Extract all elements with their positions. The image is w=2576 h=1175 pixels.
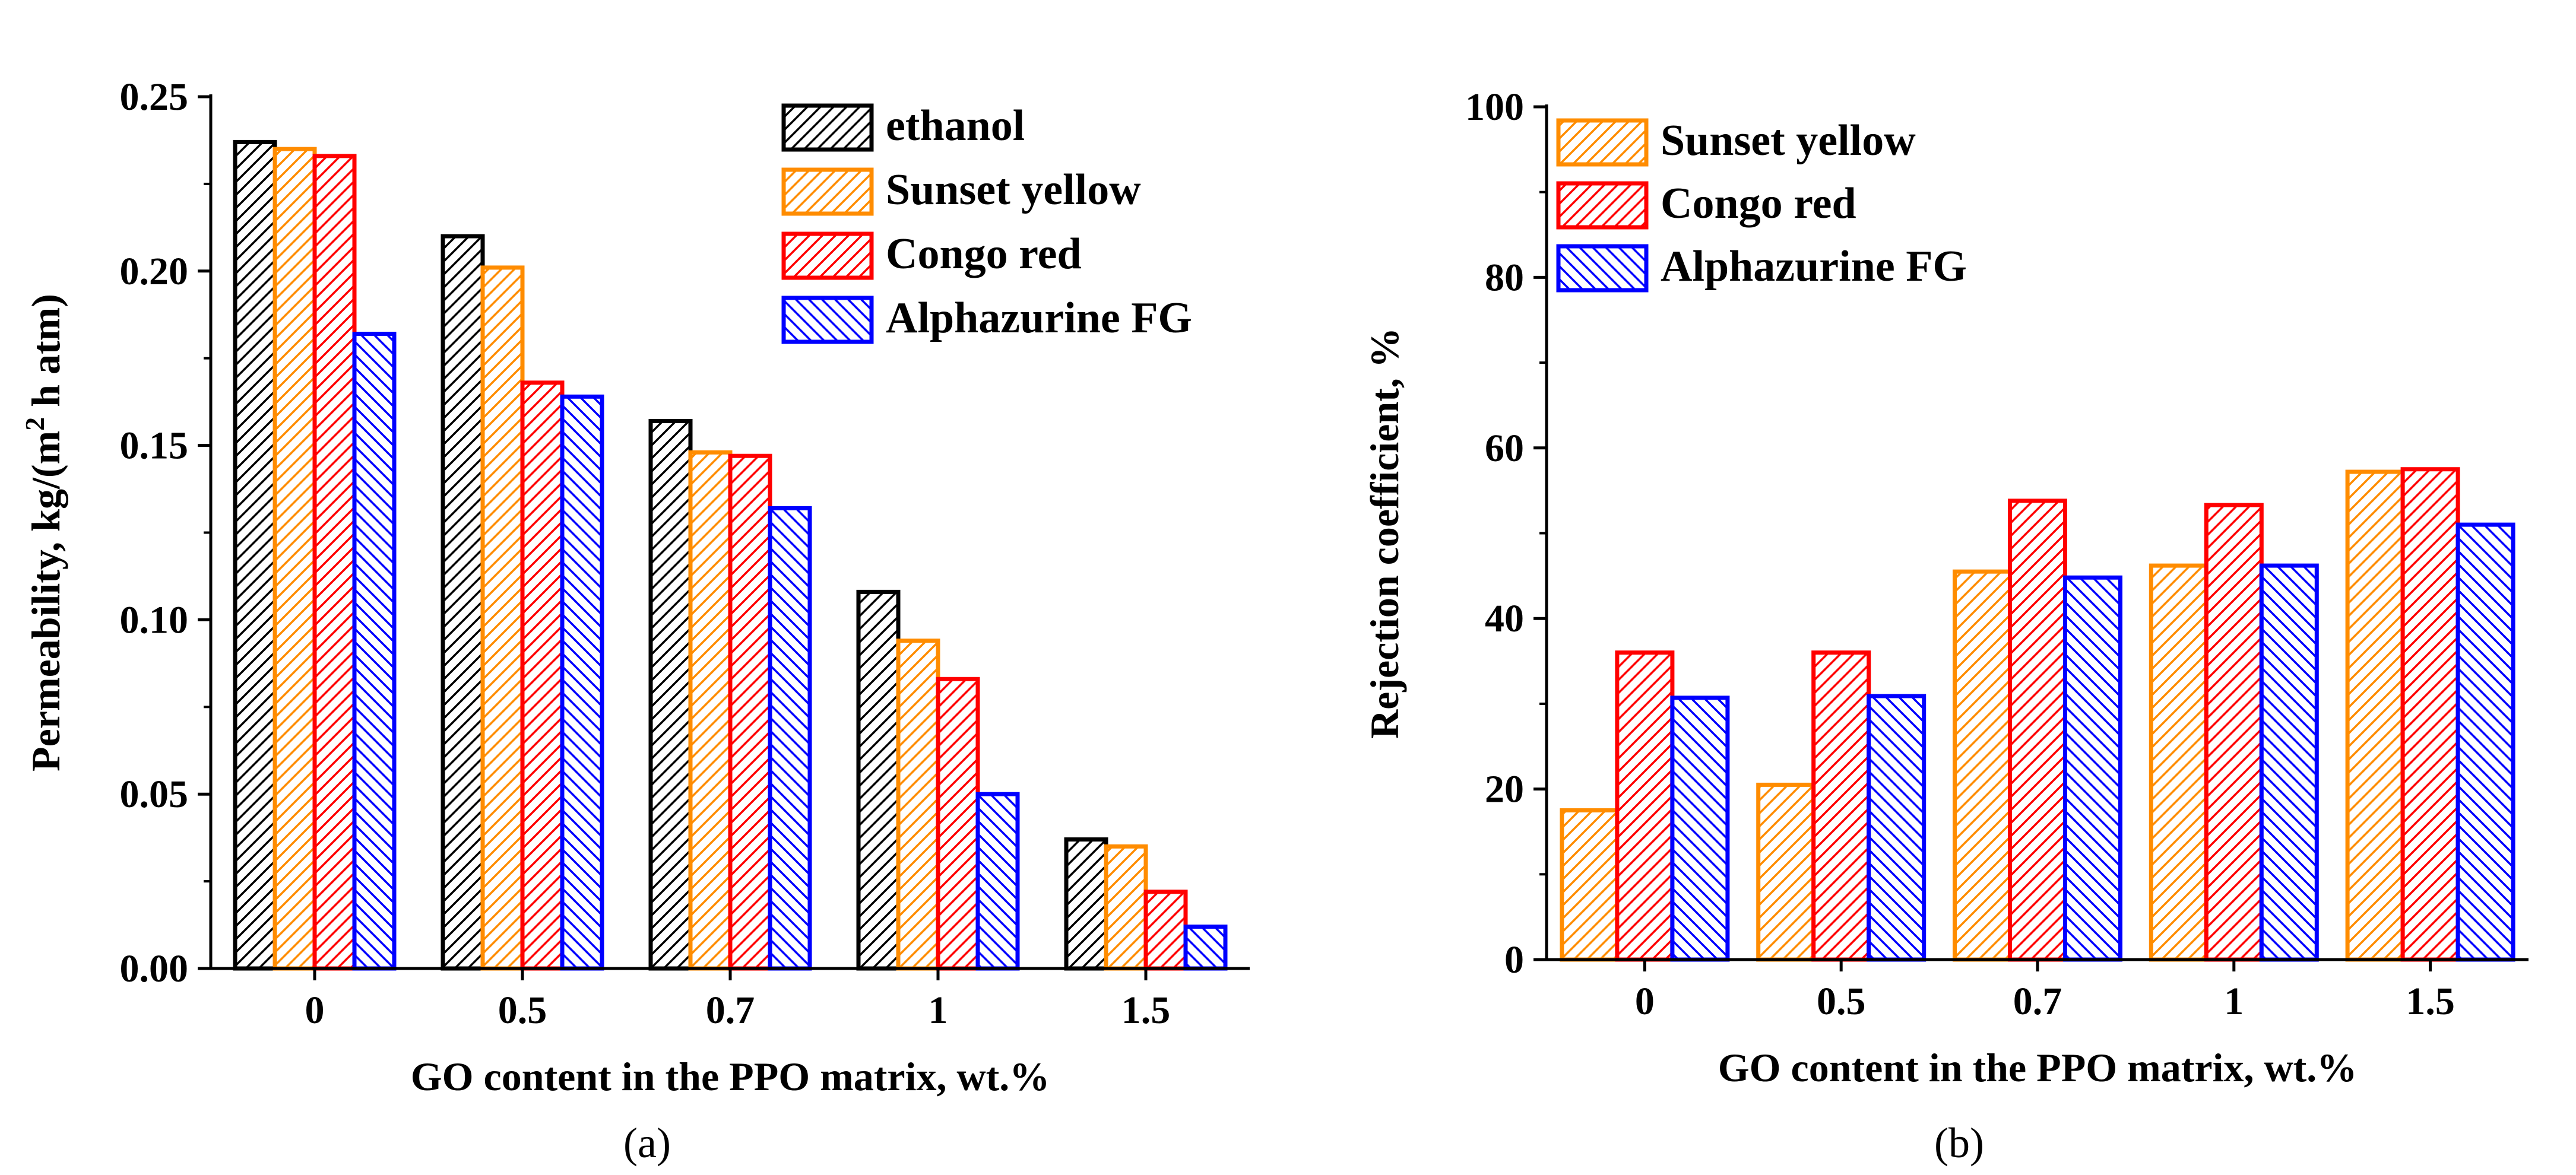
x-tick-label: 0 <box>305 989 325 1032</box>
x-tick-label: 1 <box>2224 980 2244 1023</box>
legend-label-congo-red: Congo red <box>1661 179 1856 228</box>
bar-alphazurine-fg-0-5 <box>1867 694 1927 962</box>
legend-swatch-alphazurine-fg <box>1556 244 1649 293</box>
bar-ethanol-1-5 <box>1064 837 1108 971</box>
bar-sunset-yellow-1-5 <box>1104 844 1148 971</box>
bar-alphazurine-fg-1-5 <box>2455 522 2515 962</box>
bar-sunset-yellow-1 <box>896 639 940 971</box>
y-tick-label: 0.15 <box>120 424 189 468</box>
x-tick-label: 0.7 <box>706 989 755 1032</box>
bar-sunset-yellow-1 <box>2149 563 2209 962</box>
bar-ethanol-1 <box>856 589 901 971</box>
y-tick-label: 40 <box>1485 597 1524 640</box>
bar-ethanol-0-7 <box>648 418 693 971</box>
bar-ethanol-0 <box>233 139 277 971</box>
y-axis-label: Permeability, kg/(m2 h atm) <box>20 294 68 771</box>
y-tick-label: 0 <box>1504 938 1524 982</box>
bar-sunset-yellow-0-7 <box>688 450 733 971</box>
x-tick-label: 1 <box>929 989 948 1032</box>
y-tick-label: 0.05 <box>120 773 189 816</box>
legend: ethanol Sunset yellow Congo red Alphazurine… <box>781 101 1192 344</box>
legend-label-alphazurine-fg: Alphazurine FG <box>886 294 1192 342</box>
y-tick-label: 0.20 <box>120 250 189 293</box>
legend-label-alphazurine-fg: Alphazurine FG <box>1661 242 1967 291</box>
y-tick-label: 80 <box>1485 256 1524 299</box>
bars <box>233 139 1228 971</box>
y-tick-label: 60 <box>1485 427 1524 470</box>
legend-swatch-congo-red <box>781 231 874 280</box>
bar-congo-red-1-5 <box>2400 467 2460 962</box>
bar-sunset-yellow-0-7 <box>1953 569 2012 962</box>
legend-swatch-alphazurine-fg <box>781 296 874 344</box>
x-axis-label: GO content in the PPO matrix, wt.% <box>411 1054 1050 1099</box>
bar-alphazurine-fg-0 <box>352 332 397 971</box>
bars <box>1560 467 2515 962</box>
bar-sunset-yellow-0-5 <box>1756 782 1816 962</box>
y-tick-label: 20 <box>1485 768 1524 811</box>
x-axis-label: GO content in the PPO matrix, wt.% <box>1718 1045 2358 1090</box>
x-tick-label: 0.5 <box>498 989 547 1032</box>
bar-congo-red-1 <box>2204 503 2264 962</box>
legend-swatch-ethanol <box>781 103 874 152</box>
legend-label-ethanol: ethanol <box>886 101 1025 150</box>
bar-sunset-yellow-0-5 <box>480 265 525 971</box>
bar-congo-red-0 <box>1615 650 1675 962</box>
legend-swatch-sunset-yellow <box>1556 118 1649 167</box>
bar-congo-red-1-5 <box>1143 890 1188 971</box>
x-tick-label: 0 <box>1635 980 1655 1023</box>
bar-alphazurine-fg-1-5 <box>1183 924 1228 971</box>
bar-congo-red-0-5 <box>1811 650 1871 962</box>
legend-label-congo-red: Congo red <box>886 230 1082 278</box>
bar-ethanol-0-5 <box>441 234 485 971</box>
bar-alphazurine-fg-0-7 <box>768 506 812 971</box>
x-tick-label: 1.5 <box>1121 989 1171 1032</box>
legend-label-sunset-yellow: Sunset yellow <box>1661 116 1916 165</box>
bar-sunset-yellow-0 <box>1560 808 1620 962</box>
y-tick-label: 100 <box>1465 85 1524 129</box>
bar-congo-red-0-7 <box>728 453 772 971</box>
panel-label: (a) <box>623 1119 671 1167</box>
bar-alphazurine-fg-0-7 <box>2063 575 2122 962</box>
chart-a-permeability: 0.00 0.05 0.10 0.15 0.20 0.25 0 0.5 0.7 1 1.5 GO co… <box>20 75 1250 1167</box>
x-tick-label: 0.7 <box>2013 980 2062 1023</box>
x-tick-label: 0.5 <box>1817 980 1866 1023</box>
y-axis-label: Rejection coefficient, % <box>1362 328 1407 739</box>
panel-label: (b) <box>1934 1119 1984 1167</box>
legend: Sunset yellow Congo red Alphazurine FG <box>1556 116 1967 293</box>
bar-congo-red-1 <box>936 677 980 971</box>
y-tick-label: 0.25 <box>120 75 189 119</box>
y-tick-label: 0.10 <box>120 598 189 642</box>
chart-b-rejection: 0 20 40 60 80 100 0 0.5 0.7 1 1.5 GO content in the… <box>1362 85 2529 1167</box>
bar-sunset-yellow-1-5 <box>2345 469 2405 962</box>
bar-alphazurine-fg-1 <box>2259 563 2319 962</box>
bar-congo-red-0-5 <box>520 380 565 971</box>
bar-alphazurine-fg-1 <box>975 792 1020 971</box>
bar-alphazurine-fg-0-5 <box>560 394 604 971</box>
bar-sunset-yellow-0 <box>273 147 317 971</box>
x-tick-label: 1.5 <box>2406 980 2455 1023</box>
bar-alphazurine-fg-0 <box>1670 696 1730 962</box>
bar-congo-red-0-7 <box>2008 498 2067 962</box>
y-tick-label: 0.00 <box>120 947 189 990</box>
legend-swatch-sunset-yellow <box>781 167 874 216</box>
legend-label-sunset-yellow: Sunset yellow <box>886 166 1141 214</box>
legend-swatch-congo-red <box>1556 181 1649 230</box>
bar-congo-red-0 <box>312 154 357 971</box>
